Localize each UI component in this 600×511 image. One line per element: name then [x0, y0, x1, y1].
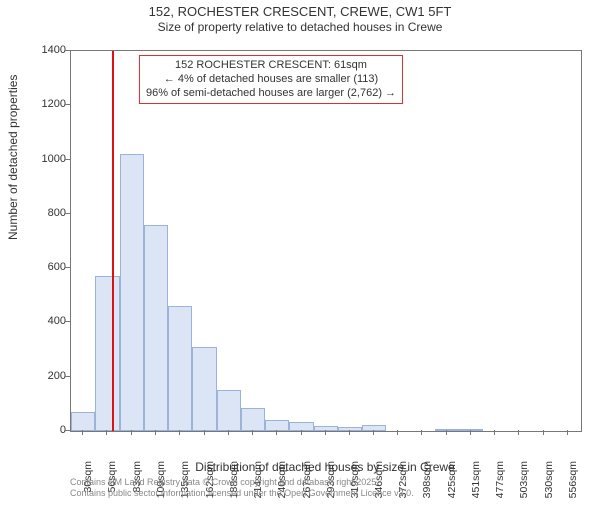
histogram-bar: [144, 225, 168, 431]
y-tick-mark: [65, 159, 70, 160]
x-tick-mark: [543, 430, 544, 435]
x-tick-mark: [446, 430, 447, 435]
footer-attribution: Contains HM Land Registry data © Crown c…: [70, 477, 414, 498]
x-tick-mark: [106, 430, 107, 435]
histogram-bar: [168, 306, 192, 431]
x-tick-mark: [518, 430, 519, 435]
histogram-bar: [95, 276, 119, 431]
x-tick-mark: [301, 430, 302, 435]
x-tick-mark: [204, 430, 205, 435]
y-tick-mark: [65, 267, 70, 268]
y-tick-label: 0: [26, 424, 66, 436]
x-tick-mark: [421, 430, 422, 435]
x-tick-mark: [228, 430, 229, 435]
page-subtitle: Size of property relative to detached ho…: [0, 20, 600, 35]
histogram-bar: [120, 154, 144, 431]
x-tick-mark: [82, 430, 83, 435]
y-tick-mark: [65, 104, 70, 105]
histogram-bar: [241, 408, 265, 431]
histogram-chart: 152 ROCHESTER CRESCENT: 61sqm← 4% of det…: [70, 50, 582, 432]
histogram-bar: [338, 427, 362, 431]
page-title: 152, ROCHESTER CRESCENT, CREWE, CW1 5FT: [0, 4, 600, 20]
y-tick-label: 1000: [26, 153, 66, 165]
annotation-line: 152 ROCHESTER CRESCENT: 61sqm: [146, 59, 396, 73]
x-tick-mark: [179, 430, 180, 435]
annotation-line: 96% of semi-detached houses are larger (…: [146, 87, 396, 101]
footer-line1: Contains HM Land Registry data © Crown c…: [70, 477, 414, 487]
annotation-line: ← 4% of detached houses are smaller (113…: [146, 73, 396, 87]
histogram-bar: [314, 426, 338, 431]
x-tick-mark: [155, 430, 156, 435]
x-tick-mark: [470, 430, 471, 435]
y-tick-mark: [65, 50, 70, 51]
y-axis-label: Number of detached properties: [6, 75, 20, 240]
y-tick-label: 800: [26, 207, 66, 219]
y-tick-mark: [65, 321, 70, 322]
y-tick-mark: [65, 430, 70, 431]
x-tick-mark: [325, 430, 326, 435]
y-tick-label: 1400: [26, 44, 66, 56]
histogram-bar: [71, 412, 95, 431]
x-tick-mark: [373, 430, 374, 435]
annotation-box: 152 ROCHESTER CRESCENT: 61sqm← 4% of det…: [139, 55, 403, 104]
y-tick-label: 200: [26, 370, 66, 382]
y-tick-label: 400: [26, 315, 66, 327]
x-tick-mark: [494, 430, 495, 435]
histogram-bar: [217, 390, 241, 431]
histogram-bar: [265, 420, 289, 431]
reference-line: [112, 51, 114, 431]
y-tick-mark: [65, 376, 70, 377]
x-tick-mark: [252, 430, 253, 435]
y-tick-mark: [65, 213, 70, 214]
x-axis-label: Distribution of detached houses by size …: [70, 460, 580, 474]
x-tick-mark: [567, 430, 568, 435]
x-tick-mark: [397, 430, 398, 435]
x-tick-mark: [349, 430, 350, 435]
footer-line2: Contains public sector information licen…: [70, 488, 414, 498]
y-tick-label: 600: [26, 261, 66, 273]
x-tick-mark: [131, 430, 132, 435]
histogram-bar: [192, 347, 216, 431]
y-tick-label: 1200: [26, 98, 66, 110]
x-tick-mark: [276, 430, 277, 435]
